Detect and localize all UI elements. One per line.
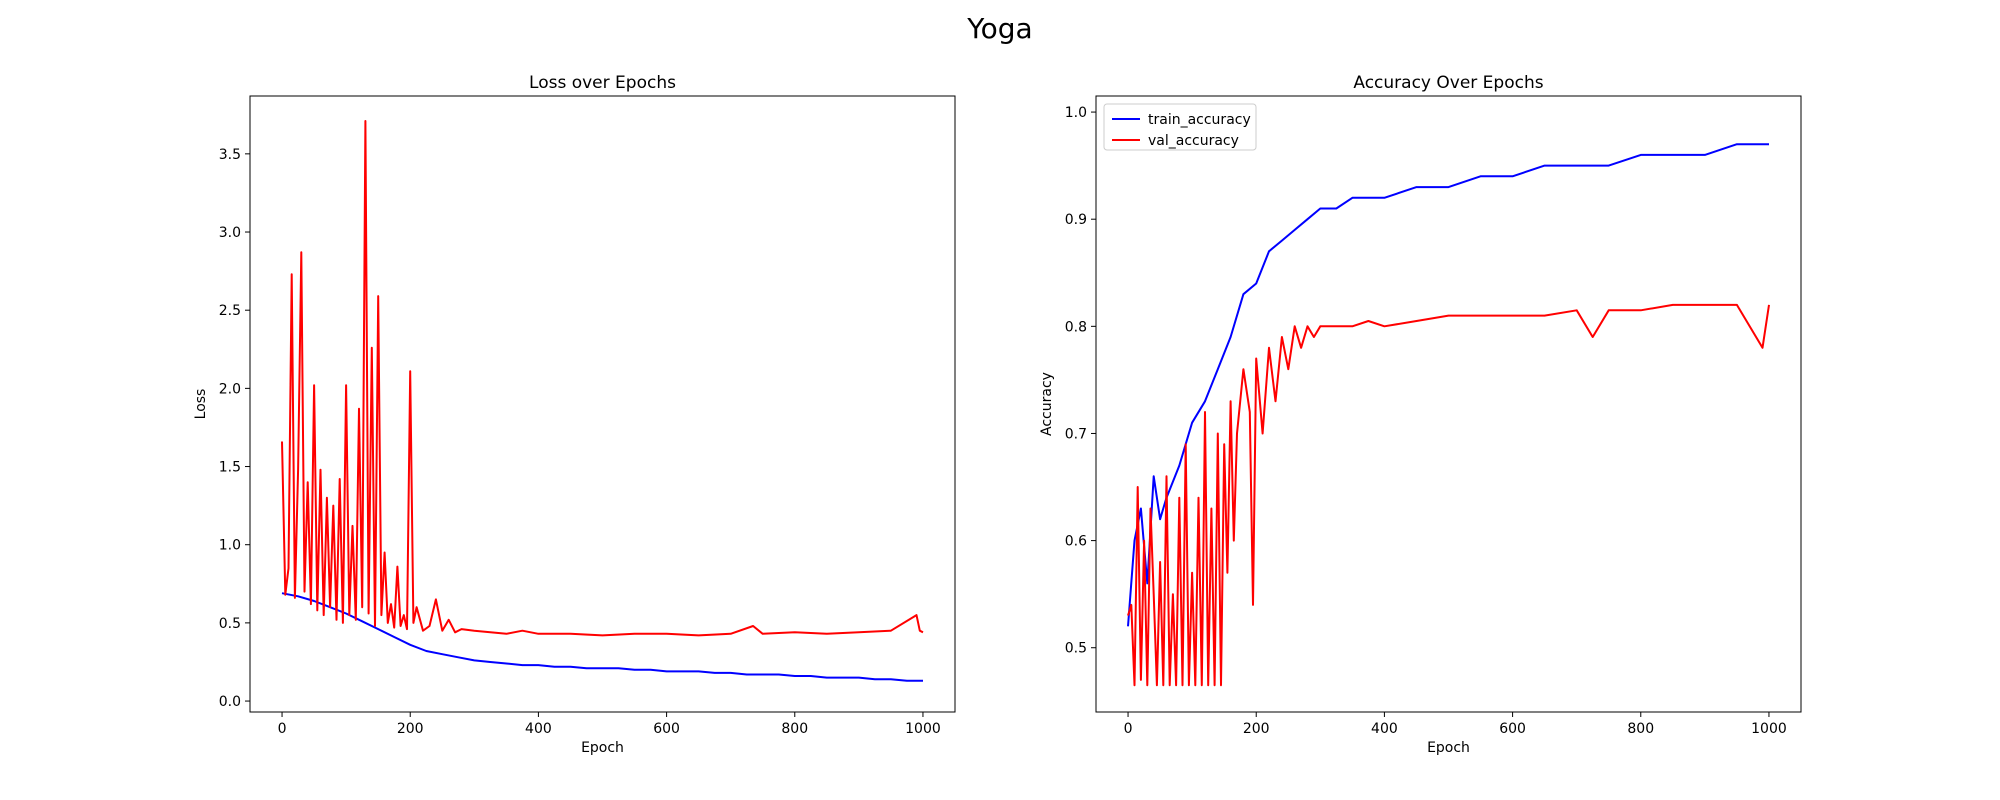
y-tick-label: 3.0 [219, 225, 241, 241]
y-tick-label: 0.5 [219, 616, 241, 632]
y-tick-label: 3.5 [219, 147, 241, 163]
legend-label: val_accuracy [1148, 133, 1239, 149]
chart-title: Accuracy Over Epochs [1353, 73, 1543, 93]
y-tick-label: 2.0 [219, 381, 241, 397]
x-tick-label: 1000 [905, 721, 941, 737]
axes-frame [1095, 95, 1802, 713]
x-tick-label: 1000 [1751, 721, 1787, 737]
y-axis-label: Accuracy [1039, 372, 1055, 436]
x-axis-label: Epoch [581, 740, 624, 756]
legend-box [1103, 103, 1257, 151]
y-axis-label: Loss [193, 389, 209, 420]
x-tick-label: 0 [278, 721, 287, 737]
x-tick-label: 800 [1627, 721, 1654, 737]
y-tick-label: 0.7 [1065, 426, 1087, 442]
y-tick-label: 0.5 [1065, 641, 1087, 657]
legend-label: train_accuracy [1148, 112, 1251, 128]
y-tick-label: 1.5 [219, 460, 241, 476]
chart-title: Loss over Epochs [529, 73, 676, 93]
y-tick-label: 2.5 [219, 303, 241, 319]
plot-panel-accuracy: Accuracy Over Epochs 0 200 400 600 800 1000 0.5… [1039, 73, 1802, 756]
y-tick-label: 0.9 [1065, 212, 1087, 228]
x-tick-label: 200 [397, 721, 424, 737]
y-tick-label: 0.0 [219, 694, 241, 710]
y-tick-label: 0.8 [1065, 319, 1087, 335]
x-tick-label: 400 [1371, 721, 1398, 737]
y-tick-label: 1.0 [219, 538, 241, 554]
x-tick-label: 0 [1124, 721, 1133, 737]
series-line-val-accuracy [1127, 303, 1770, 687]
x-tick-label: 600 [1499, 721, 1526, 737]
series-line-train-loss [281, 592, 923, 682]
x-tick-label: 400 [525, 721, 552, 737]
x-tick-label: 200 [1243, 721, 1270, 737]
figure-title: Yoga [966, 12, 1032, 45]
x-axis-label: Epoch [1427, 740, 1470, 756]
x-tick-label: 800 [781, 721, 808, 737]
y-tick-label: 0.6 [1065, 534, 1087, 550]
series-line-val-loss [281, 120, 924, 637]
axes-frame [249, 95, 956, 713]
y-tick-label: 1.0 [1065, 105, 1087, 121]
legend: train_accuracy val_accuracy [1103, 103, 1257, 151]
plot-panel-loss: Loss over Epochs 0 200 400 600 800 1000 0.0 0.5 1… [193, 73, 956, 756]
series-line-train-accuracy [1127, 143, 1769, 627]
x-tick-label: 600 [653, 721, 680, 737]
